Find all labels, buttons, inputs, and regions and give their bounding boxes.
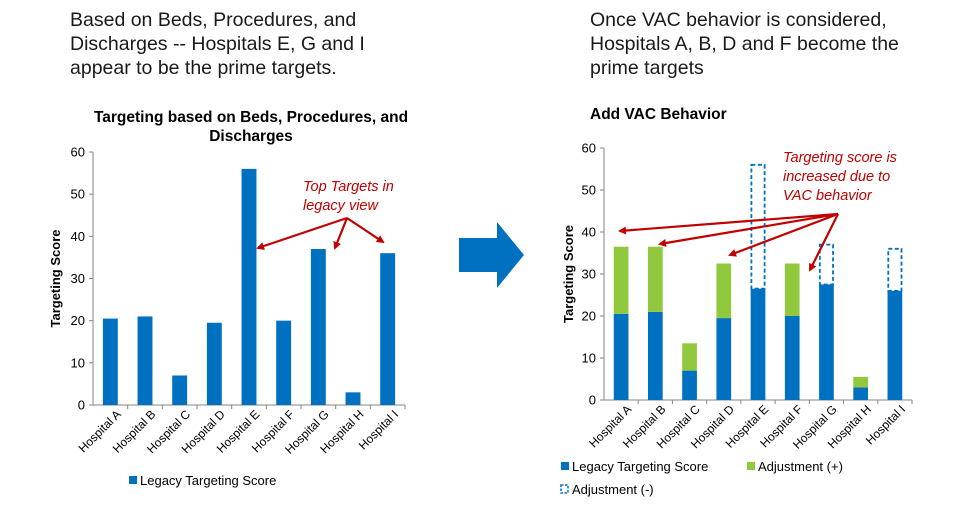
bar-adjustment-plus (853, 376, 869, 388)
y-axis-title: Targeting Score (561, 225, 576, 323)
bar-legacy (750, 288, 766, 400)
y-tick-label: 50 (582, 183, 596, 198)
y-tick-label: 40 (71, 229, 85, 244)
bar-legacy (345, 392, 361, 405)
bar-adjustment-plus (647, 246, 663, 312)
bar-legacy (172, 375, 188, 405)
bar-adjustment-plus (784, 263, 800, 316)
bar-legacy (380, 253, 396, 405)
left-annotation-arrow (333, 217, 349, 250)
bar-legacy (887, 290, 903, 400)
bar-legacy (853, 387, 869, 400)
bar-adjustment-plus (716, 263, 732, 319)
right-caption: Once VAC behavior is considered, Hospita… (590, 9, 899, 79)
right-annotation-arrow (618, 212, 839, 235)
bar-adjustment-plus (682, 343, 697, 371)
y-tick-label: 10 (582, 351, 596, 366)
right-annotation-line: VAC behavior (783, 188, 873, 204)
bar-legacy (819, 284, 834, 400)
left-annotation-line: legacy view (303, 198, 379, 214)
left-annotation-line: Top Targets in (303, 179, 394, 195)
y-tick-label: 50 (71, 187, 85, 202)
bar-legacy (241, 168, 257, 405)
legend-swatch-legacy (561, 462, 569, 470)
right-annotation-line: increased due to (783, 169, 890, 185)
y-tick-label: 20 (71, 313, 85, 328)
y-tick-label: 10 (71, 355, 85, 370)
y-tick-label: 0 (78, 398, 85, 413)
bar-legacy (784, 316, 800, 400)
y-tick-label: 60 (582, 141, 596, 156)
left-annotation-arrow (256, 216, 348, 250)
transition-arrow-icon (459, 222, 524, 288)
bar-adjustment-plus (613, 246, 629, 314)
bar-legacy (716, 318, 732, 400)
legend-label: Adjustment (-) (572, 482, 654, 497)
bar-legacy (276, 320, 292, 405)
bar-legacy (102, 318, 118, 405)
right-annotation-arrow (658, 212, 839, 247)
left-caption: Based on Beds, Procedures, and Discharge… (70, 9, 365, 79)
bar-legacy (310, 248, 326, 405)
legend-swatch-adjustment-plus (747, 462, 755, 470)
y-tick-label: 0 (589, 393, 596, 408)
left-annotation-arrow (346, 217, 385, 244)
bar-legacy (206, 322, 222, 405)
bar-legacy (137, 316, 153, 405)
y-tick-label: 40 (582, 225, 596, 240)
y-axis-title: Targeting Score (48, 229, 63, 327)
bar-legacy (647, 311, 663, 400)
y-tick-label: 60 (71, 145, 85, 160)
bar-adjustment-minus (818, 243, 834, 286)
legend-swatch-legacy (129, 476, 137, 484)
right-annotation-arrow (728, 212, 839, 257)
right-annotation-line: Targeting score is (783, 150, 897, 166)
bar-legacy (682, 370, 697, 400)
right-annotation-arrow (809, 213, 839, 272)
y-tick-label: 30 (582, 267, 596, 282)
legend-label: Adjustment (+) (758, 459, 843, 474)
bar-adjustment-minus (887, 247, 903, 292)
legend-label: Legacy Targeting Score (140, 473, 276, 488)
legend-label: Legacy Targeting Score (572, 459, 708, 474)
y-tick-label: 30 (71, 271, 85, 286)
bar-legacy (613, 313, 629, 400)
legend-swatch-adjustment-minus (560, 484, 569, 494)
right-chart-title: Add VAC Behavior (590, 106, 727, 123)
left-chart-title: Targeting based on Beds, Procedures, and… (93, 109, 409, 145)
y-tick-label: 20 (582, 309, 596, 324)
